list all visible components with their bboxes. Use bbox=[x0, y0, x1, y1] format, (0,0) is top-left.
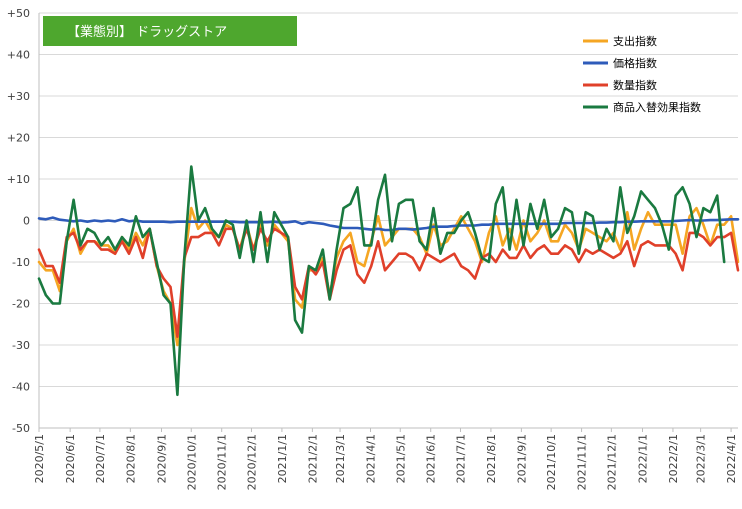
x-tick-label: 2020/8/1 bbox=[124, 434, 137, 483]
x-tick-label: 2022/1/1 bbox=[636, 434, 649, 483]
legend-label-0: 支出指数 bbox=[613, 34, 657, 48]
y-tick-label: -20 bbox=[12, 298, 30, 311]
legend-label-2: 数量指数 bbox=[613, 78, 657, 92]
y-tick-label: +40 bbox=[7, 49, 30, 62]
x-tick-label: 2022/2/1 bbox=[667, 434, 680, 483]
series-line-3 bbox=[37, 165, 726, 397]
chart-title: 【業態別】 ドラッグストア bbox=[67, 24, 227, 40]
x-tick-label: 2022/4/1 bbox=[725, 434, 738, 483]
x-tick-label: 2022/3/1 bbox=[695, 434, 708, 483]
y-tick-label: -50 bbox=[12, 422, 30, 435]
x-tick-label: 2021/2/1 bbox=[306, 434, 319, 483]
x-tick-label: 2021/8/1 bbox=[485, 434, 498, 483]
x-tick-label: 2020/10/1 bbox=[185, 434, 198, 490]
x-tick-label: 2020/5/1 bbox=[33, 434, 46, 483]
y-tick-label: -30 bbox=[12, 339, 30, 352]
y-axis-tick-labels: +50 +40 +30 +20 +10 0 -10 -20 -30 -40 -50 bbox=[7, 7, 30, 435]
legend-label-1: 価格指数 bbox=[613, 56, 657, 70]
y-tick-label: -40 bbox=[12, 381, 30, 394]
x-tick-label: 2020/9/1 bbox=[155, 434, 168, 483]
y-tick-label: +10 bbox=[7, 173, 30, 186]
legend-label-3: 商品入替効果指数 bbox=[613, 100, 701, 114]
x-tick-label: 2021/11/1 bbox=[576, 434, 589, 490]
x-tick-label: 2020/7/1 bbox=[94, 434, 107, 483]
series-line-0 bbox=[37, 206, 740, 347]
x-tick-label: 2021/12/1 bbox=[605, 434, 618, 490]
y-tick-label: -10 bbox=[12, 256, 30, 269]
chart-title-box: 【業態別】 ドラッグストア bbox=[43, 16, 297, 46]
x-tick-label: 2021/1/1 bbox=[276, 434, 289, 483]
series-lines bbox=[37, 165, 740, 397]
x-tick-label: 2021/5/1 bbox=[394, 434, 407, 483]
y-tick-label: +50 bbox=[7, 7, 30, 20]
y-tick-label: +20 bbox=[7, 132, 30, 145]
x-axis-tick-labels: 2020/5/1 2020/6/1 2020/7/1 2020/8/1 2020/9/1… bbox=[33, 434, 738, 490]
x-tick-label: 2021/7/1 bbox=[454, 434, 467, 483]
x-tick-label: 2021/9/1 bbox=[515, 434, 528, 483]
x-tick-label: 2021/10/1 bbox=[545, 434, 558, 490]
y-tick-label: +30 bbox=[7, 90, 30, 103]
x-tick-label: 2021/3/1 bbox=[334, 434, 347, 483]
chart-title-background bbox=[43, 16, 297, 46]
x-tick-label: 2021/6/1 bbox=[425, 434, 438, 483]
y-tick-label: 0 bbox=[23, 215, 30, 228]
axes bbox=[38, 13, 738, 432]
x-tick-label: 2021/4/1 bbox=[365, 434, 378, 483]
x-tick-label: 2020/11/1 bbox=[216, 434, 229, 490]
x-tick-label: 2020/6/1 bbox=[64, 434, 77, 483]
x-tick-label: 2020/12/1 bbox=[245, 434, 258, 490]
series-line-1 bbox=[37, 216, 740, 232]
